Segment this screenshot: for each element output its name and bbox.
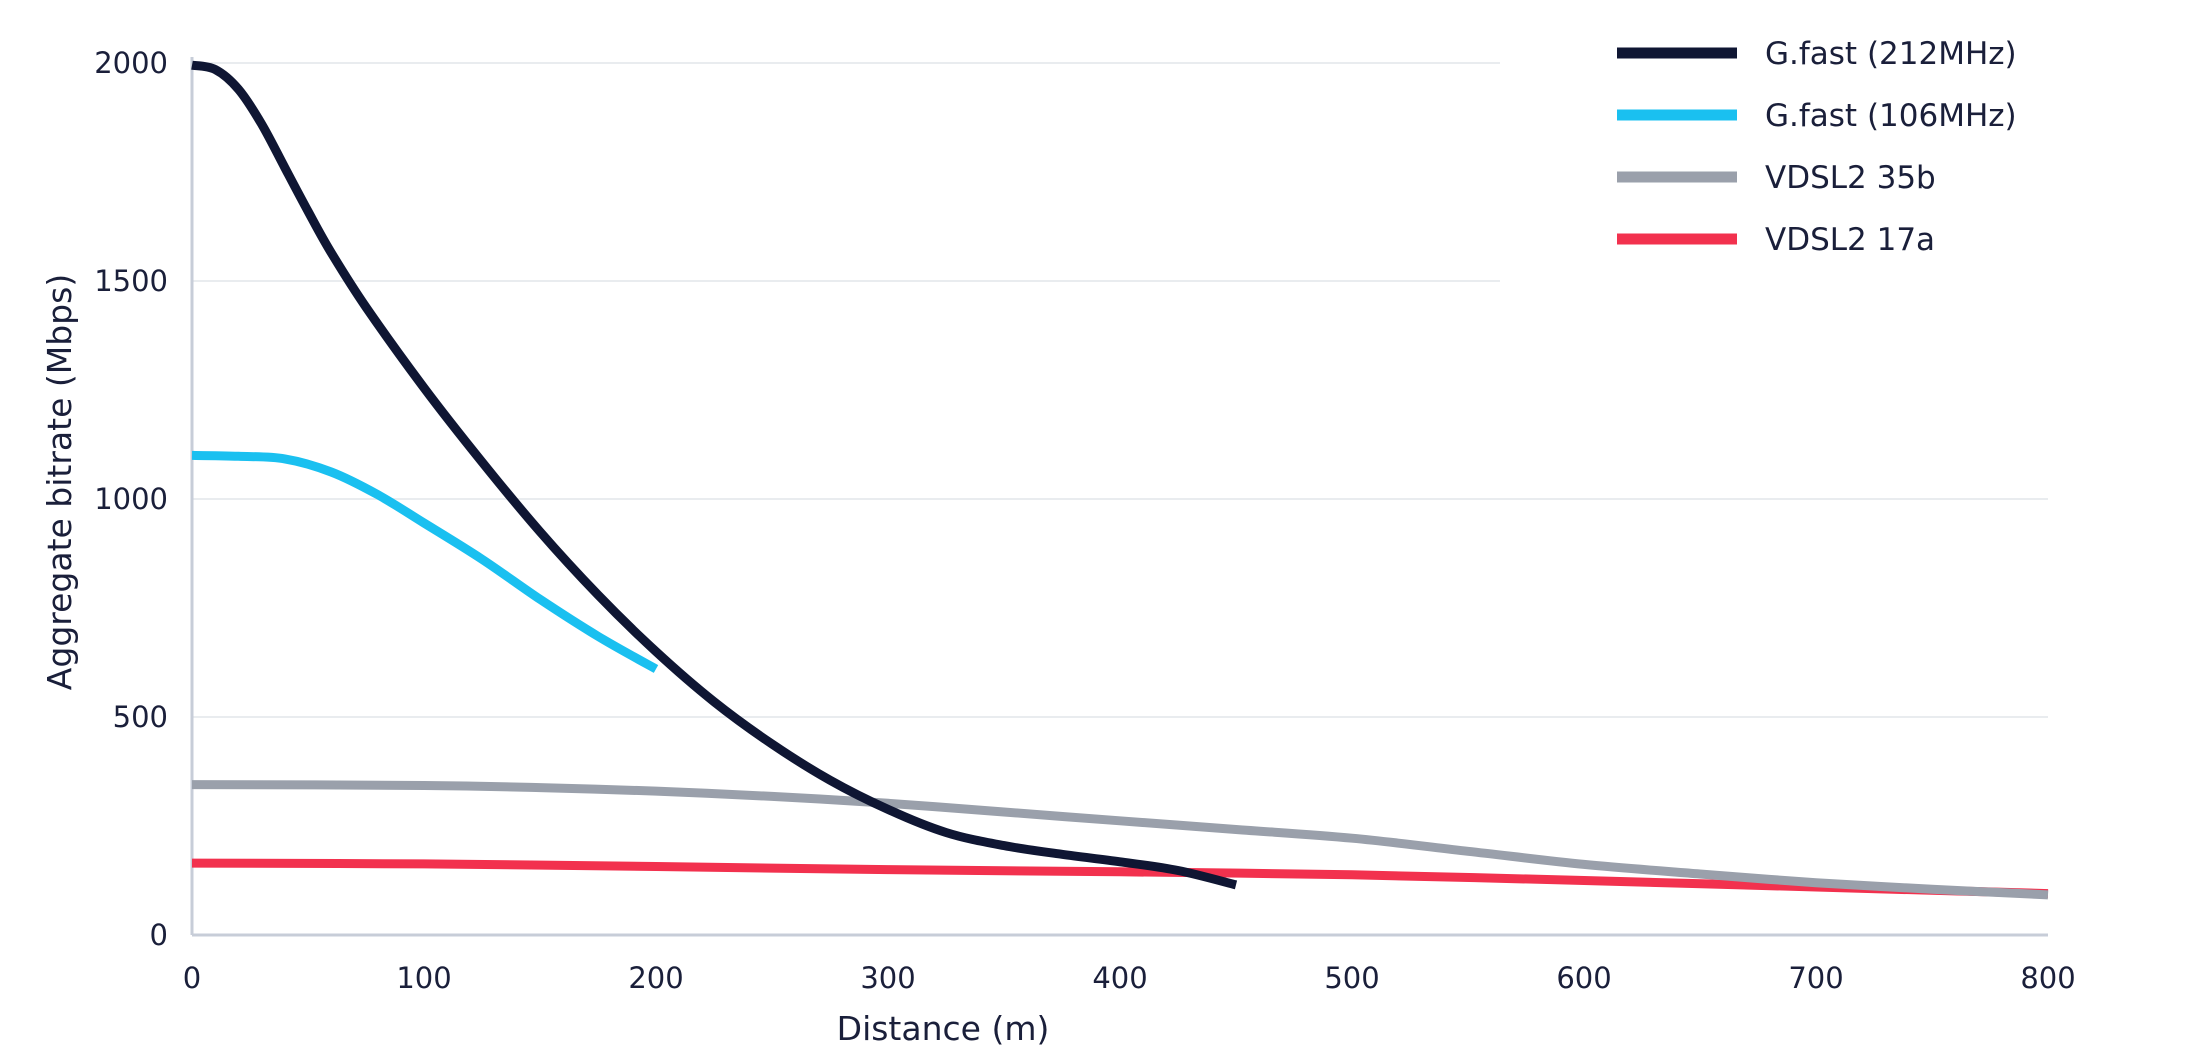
x-tick-label-300: 300	[860, 961, 915, 995]
x-tick-label-700: 700	[1788, 961, 1843, 995]
gridlines	[192, 62, 2048, 718]
legend-label: VDSL2 35b	[1765, 160, 1936, 196]
legend-item-vdsl2-35b: VDSL2 35b	[1617, 160, 1936, 196]
series-line-vdsl2-17a	[191, 858, 2049, 899]
legend-label: VDSL2 17a	[1765, 222, 1935, 258]
series-line-g-fast-106mhz	[191, 450, 659, 673]
y-tick-label-2000: 2000	[94, 46, 168, 80]
x-tick-label-600: 600	[1556, 961, 1611, 995]
series-line-vdsl2-35b	[191, 780, 2049, 900]
series-line-g-fast-212mhz	[191, 60, 1238, 890]
y-tick-label-500: 500	[113, 700, 168, 734]
series-lines	[191, 60, 2049, 900]
x-tick-label-0: 0	[183, 961, 201, 995]
legend-label: G.fast (106MHz)	[1765, 98, 2017, 134]
legend-item-vdsl2-17a: VDSL2 17a	[1617, 222, 1935, 258]
legend-item-g-fast-106mhz: G.fast (106MHz)	[1617, 98, 2017, 134]
x-tick-label-400: 400	[1092, 961, 1147, 995]
legend-item-g-fast-212mhz: G.fast (212MHz)	[1617, 36, 2017, 72]
x-tick-label-100: 100	[396, 961, 451, 995]
legend: G.fast (212MHz) G.fast (106MHz) VDSL2 35b V…	[1617, 36, 2017, 258]
x-tick-label-500: 500	[1324, 961, 1379, 995]
x-tick-label-800: 800	[2020, 961, 2075, 995]
x-axis-title: Distance (m)	[837, 1009, 1050, 1048]
y-axis-title: Aggregate bitrate (Mbps)	[40, 274, 79, 690]
legend-label: G.fast (212MHz)	[1765, 36, 2017, 72]
x-tick-label-200: 200	[628, 961, 683, 995]
y-tick-label-1000: 1000	[94, 482, 168, 516]
y-tick-label-0: 0	[150, 918, 168, 952]
tick-labels: 0 500 1000 1500 2000 0 100 200 300 400 500 600 700 80…	[94, 46, 2075, 995]
y-tick-label-1500: 1500	[94, 264, 168, 298]
